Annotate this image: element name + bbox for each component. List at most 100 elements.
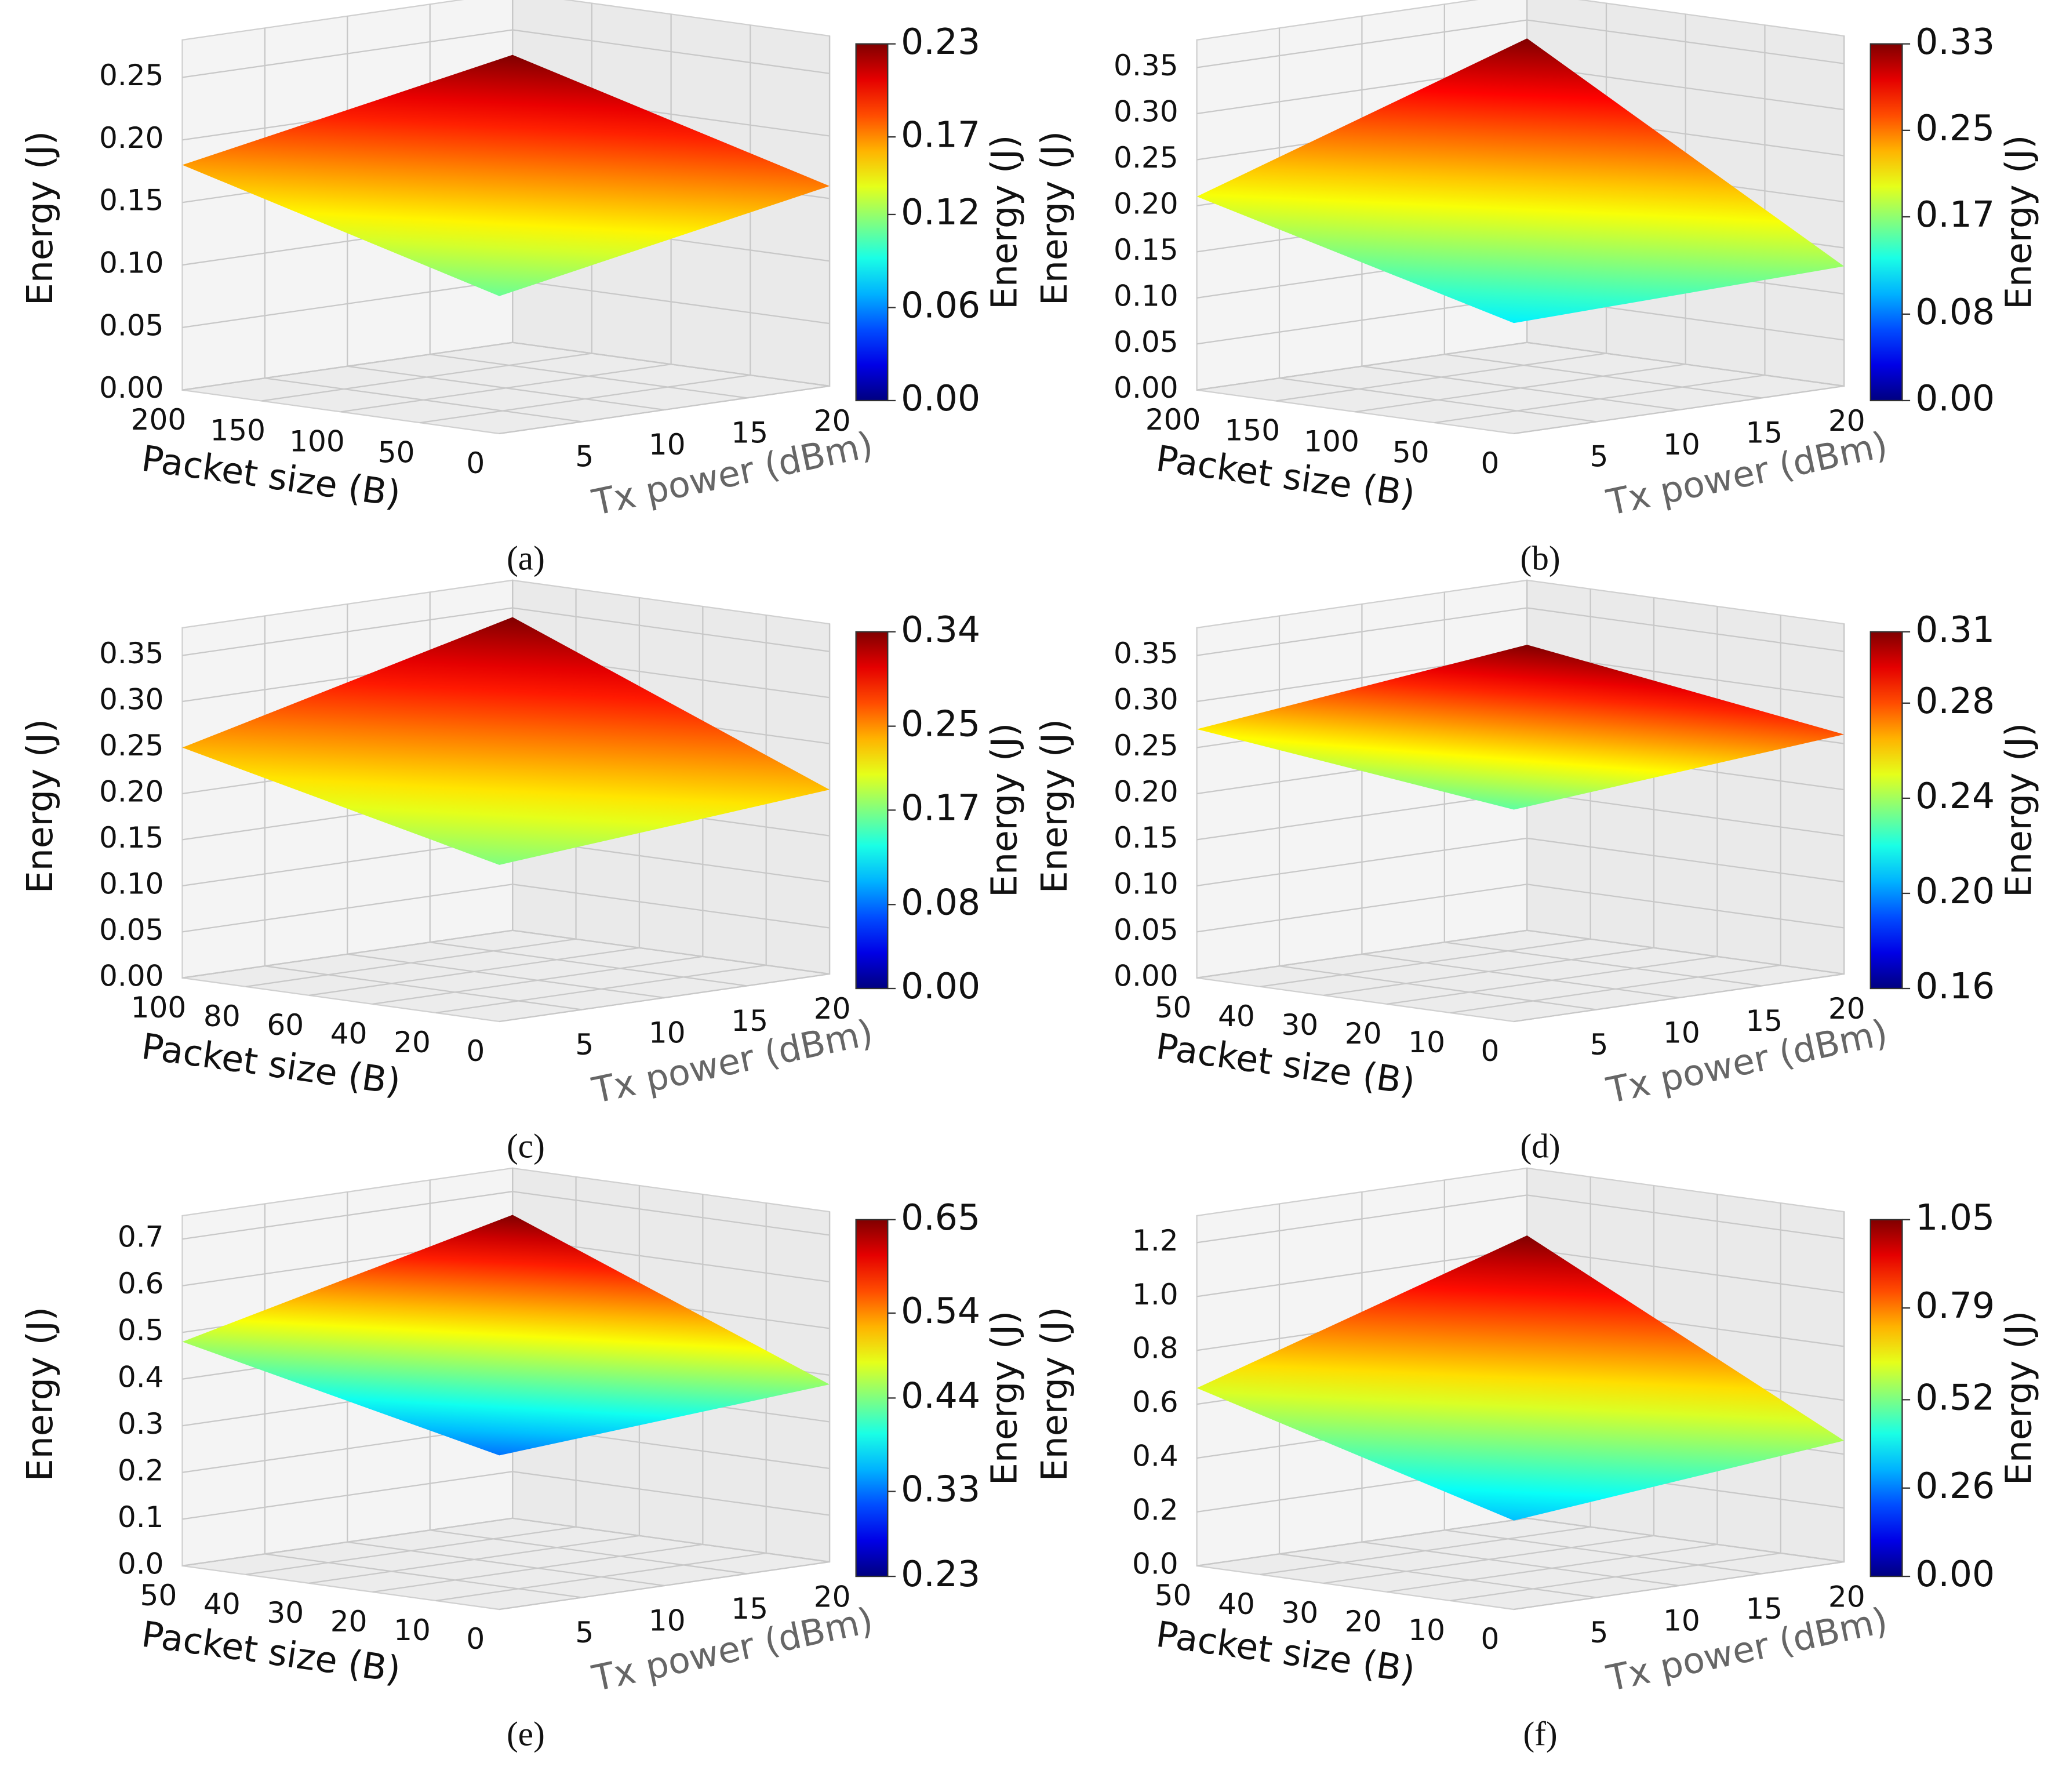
y-grid-line [420, 25, 751, 424]
z-tick-label: 0.20 [1114, 186, 1179, 220]
colorbar-tick-label: 0.26 [1915, 1465, 1995, 1507]
z-tick-label: 0.20 [1114, 774, 1179, 808]
y-grid-line [1450, 1203, 1781, 1602]
z-tick-label: 0.15 [1114, 820, 1179, 855]
colorbar [1869, 631, 1903, 990]
colorbar-tick-label: 0.44 [901, 1375, 980, 1417]
colorbar [1869, 1219, 1903, 1577]
x-tick-label: 5 [1590, 439, 1609, 474]
z-tick-label: 0.3 [118, 1406, 164, 1441]
colorbar-tick-label: 0.54 [901, 1290, 980, 1332]
y-tick-label: 30 [1281, 1595, 1318, 1630]
colorbar-tick-label: 0.31 [1915, 609, 1995, 650]
x-tick-label: 5 [1590, 1027, 1609, 1062]
y-tick-label: 0 [1481, 1622, 1500, 1656]
z-tick-label: 0.05 [1114, 325, 1179, 359]
z-tick-label: 0.35 [1114, 636, 1179, 670]
y-grid-line [499, 624, 831, 1023]
surface [1196, 1235, 1845, 1521]
z-tick-label: 0.30 [99, 682, 164, 717]
panel-label: (b) [1521, 539, 1561, 577]
y-grid-line [499, 1212, 831, 1611]
colorbar-tick-label: 0.52 [1915, 1376, 1995, 1418]
y-tick-label: 50 [1155, 990, 1192, 1024]
x-tick-label: 15 [731, 1004, 768, 1038]
z-tick-label: 0.30 [1114, 94, 1179, 128]
z-tick-label: 0.25 [99, 728, 164, 762]
panel-label: (c) [507, 1127, 545, 1165]
colorbar-label: Energy (J) [984, 135, 1025, 310]
z-tick-label: 0.20 [99, 774, 164, 808]
colorbar-tick-label: 0.00 [1915, 377, 1995, 419]
z-tick-label: 0.8 [1132, 1331, 1179, 1365]
panel-label: (f) [1523, 1715, 1557, 1753]
y-grid-line [435, 615, 767, 1014]
colorbar-tick-label: 0.23 [901, 21, 980, 63]
z-tick-label: 0.0 [1132, 1546, 1179, 1580]
colorbar [1869, 43, 1903, 402]
colorbar-tick-label: 0.08 [1915, 291, 1995, 333]
colorbar-tick-label: 0.28 [1915, 680, 1995, 722]
y-tick-label: 40 [330, 1016, 368, 1051]
y-tick-label: 150 [1224, 413, 1280, 448]
z-tick-label: 0.20 [99, 121, 164, 155]
z-tick-label: 0.4 [118, 1360, 164, 1394]
colorbar [855, 43, 889, 402]
z-axis-label: Energy (J) [19, 1307, 61, 1481]
y-tick-label: 50 [140, 1578, 177, 1612]
colorbar-tick-label: 0.25 [901, 703, 980, 745]
x-tick-label: 10 [649, 1603, 686, 1637]
x-tick-label: 20 [1828, 991, 1865, 1026]
x-tick-label: 5 [575, 1615, 594, 1649]
z-tick-label: 0.35 [1114, 48, 1179, 82]
z-tick-label: 0.05 [1114, 913, 1179, 947]
y-grid-line [1387, 1194, 1718, 1593]
y-tick-label: 0 [1481, 446, 1500, 480]
colorbar-tick-label: 0.08 [901, 881, 980, 923]
y-tick-label: 0 [466, 1034, 485, 1068]
z-tick-label: 0.2 [118, 1453, 164, 1487]
z-tick-label: 0.5 [118, 1313, 164, 1347]
z-axis-label: Energy (J) [1034, 131, 1075, 306]
x-tick-label: 20 [814, 991, 851, 1026]
y-tick-label: 0 [1481, 1034, 1500, 1068]
y-grid-line [1514, 36, 1845, 435]
colorbar-label: Energy (J) [1998, 1311, 2040, 1485]
y-tick-label: 50 [378, 435, 415, 469]
x-tick-label: 5 [575, 1027, 594, 1062]
z-tick-label: 0.10 [1114, 278, 1179, 312]
colorbar-tick-label: 0.12 [901, 191, 980, 233]
y-tick-label: 200 [1145, 402, 1201, 437]
surface [1196, 645, 1845, 810]
z-tick-label: 0.30 [1114, 682, 1179, 717]
y-axis-label: Packet size (B) [1154, 438, 1417, 515]
colorbar [855, 1219, 889, 1577]
y-grid-line [1514, 1212, 1845, 1611]
z-axis-label: Energy (J) [19, 719, 61, 893]
y-grid-line [435, 1203, 767, 1602]
z-tick-label: 1.0 [1132, 1277, 1179, 1311]
colorbar-tick-label: 1.05 [1915, 1197, 1995, 1238]
colorbar-label: Energy (J) [984, 1311, 1025, 1485]
colorbar-tick-label: 0.00 [1915, 1553, 1995, 1595]
y-tick-label: 0 [466, 1622, 485, 1656]
y-grid-line [1514, 624, 1845, 1023]
z-tick-label: 0.7 [118, 1220, 164, 1254]
colorbar-tick-label: 0.25 [1915, 107, 1995, 149]
y-grid-line [1434, 25, 1766, 424]
panel-label: (d) [1521, 1127, 1561, 1165]
y-tick-label: 20 [1345, 1016, 1382, 1051]
colorbar-tick-label: 0.00 [901, 965, 980, 1007]
y-tick-label: 30 [267, 1595, 304, 1630]
z-tick-label: 0.25 [99, 58, 164, 92]
x-tick-label: 15 [1745, 416, 1783, 450]
x-tick-label: 10 [1663, 427, 1700, 461]
colorbar-tick-label: 0.06 [901, 285, 980, 326]
z-tick-label: 0.6 [1132, 1385, 1179, 1419]
z-tick-label: 0.25 [1114, 728, 1179, 762]
colorbar-tick-label: 0.34 [901, 609, 980, 650]
y-tick-label: 50 [1155, 1578, 1192, 1612]
x-tick-label: 20 [814, 1579, 851, 1613]
colorbar-tick-label: 0.65 [901, 1197, 980, 1238]
